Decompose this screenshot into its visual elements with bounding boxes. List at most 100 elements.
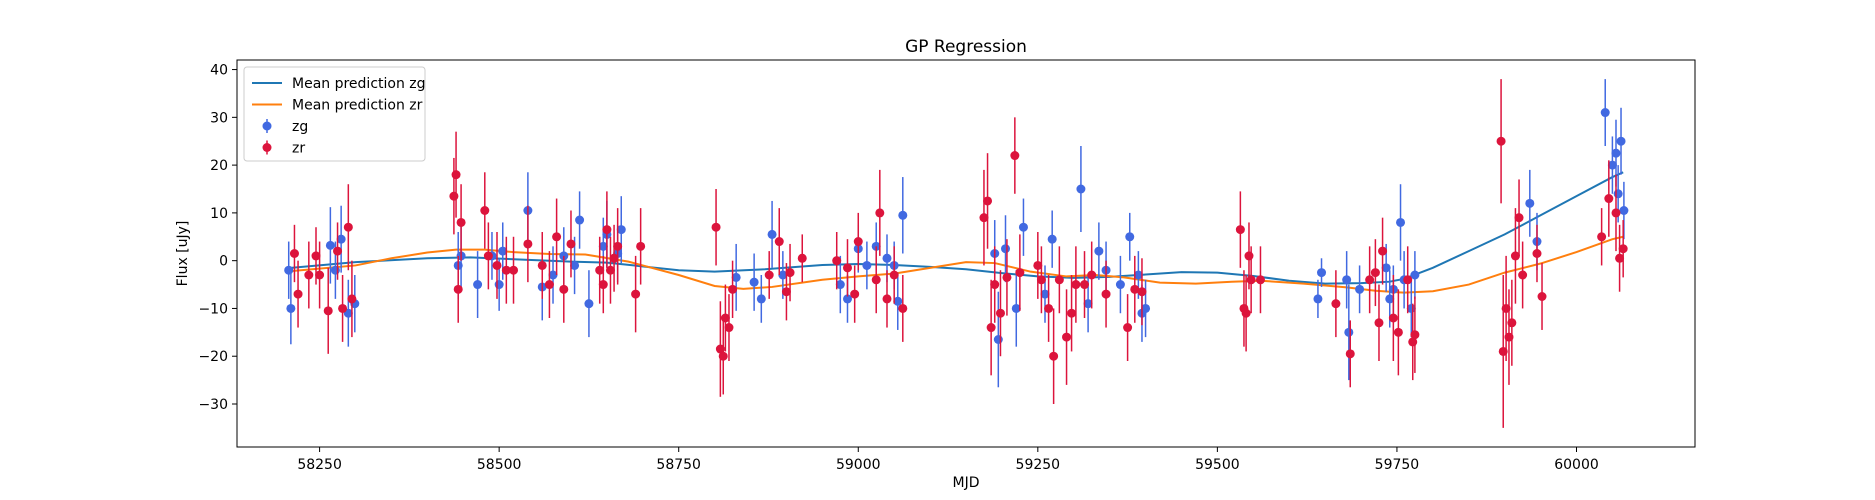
data-point-zr-33	[711, 222, 721, 232]
data-point-zg-9	[473, 280, 483, 290]
data-point-zr-96	[1507, 318, 1517, 328]
data-point-zr-28	[605, 265, 615, 275]
data-point-zr-57	[995, 308, 1005, 318]
data-point-zg-42	[1018, 222, 1028, 232]
data-point-zg-37	[898, 210, 908, 220]
data-point-zg-25	[749, 277, 759, 287]
data-point-zg-29	[835, 280, 845, 290]
data-point-zr-50	[882, 294, 892, 304]
data-point-zg-62	[1396, 217, 1406, 227]
data-point-zr-83	[1365, 275, 1375, 285]
plot-content	[284, 79, 1629, 428]
data-point-zr-42	[785, 268, 795, 278]
data-point-zg-3	[330, 265, 340, 275]
data-point-zr-62	[1036, 275, 1046, 285]
data-point-zr-1	[293, 289, 303, 299]
data-point-zr-92	[1496, 136, 1506, 146]
data-point-zg-30	[842, 294, 852, 304]
y-tick-label--20: −20	[198, 349, 228, 365]
data-point-zg-71	[1613, 189, 1623, 199]
data-point-zr-41	[781, 287, 791, 297]
data-point-zg-40	[1001, 244, 1011, 254]
data-point-zr-32	[636, 241, 646, 251]
data-point-zg-70	[1611, 148, 1621, 158]
data-point-zr-38	[728, 284, 738, 294]
chart-title: GP Regression	[905, 37, 1027, 57]
data-point-zg-19	[584, 299, 594, 309]
data-point-zr-82	[1345, 349, 1355, 359]
data-point-zr-59	[1010, 151, 1020, 161]
data-point-zg-34	[882, 253, 892, 263]
y-tick-label-30: 30	[210, 110, 228, 126]
data-point-zr-19	[523, 239, 533, 249]
data-point-zg-56	[1342, 275, 1352, 285]
data-point-zr-55	[986, 323, 996, 333]
x-axis-label: MJD	[953, 475, 980, 491]
y-axis-label: Flux [uJy]	[175, 221, 191, 287]
data-point-zg-41	[1011, 303, 1021, 313]
data-point-zg-55	[1317, 268, 1327, 278]
data-point-zg-11	[494, 280, 504, 290]
data-point-zg-64	[1406, 303, 1416, 313]
data-point-zg-24	[731, 272, 741, 282]
data-point-zr-100	[1532, 249, 1542, 258]
data-point-zr-81	[1331, 299, 1341, 309]
data-point-zg-17	[570, 260, 580, 270]
legend-label-zr: zr	[292, 141, 305, 157]
data-point-zg-69	[1607, 160, 1617, 170]
data-point-zr-37	[724, 323, 734, 333]
data-point-zr-58	[1002, 272, 1012, 282]
data-point-zr-80	[1255, 275, 1265, 285]
legend-box	[243, 66, 426, 162]
x-tick-label-59750: 59750	[1375, 457, 1420, 473]
data-point-zr-60	[1015, 268, 1025, 278]
data-point-zr-30	[613, 241, 623, 251]
data-point-zr-68	[1071, 280, 1081, 290]
data-point-zr-98	[1514, 213, 1524, 223]
data-point-zr-18	[509, 265, 519, 275]
axes-frame	[236, 59, 1696, 448]
data-point-zr-86	[1378, 246, 1388, 256]
data-point-zg-60	[1385, 294, 1395, 304]
y-tick-label-10: 10	[210, 206, 228, 222]
data-point-zg-28	[778, 270, 788, 280]
data-point-zr-7	[338, 303, 348, 313]
data-point-zr-104	[1611, 208, 1621, 218]
data-point-zr-73	[1130, 284, 1140, 294]
data-point-zr-45	[842, 263, 852, 273]
legend-label-mean-prediction-zr: Mean prediction zr	[292, 98, 423, 114]
data-point-zr-13	[456, 217, 466, 227]
data-point-zg-53	[1141, 303, 1151, 313]
data-point-zr-12	[453, 284, 463, 294]
data-point-zg-57	[1344, 327, 1354, 337]
data-point-zg-47	[1094, 246, 1104, 256]
data-point-zr-54	[983, 196, 993, 206]
data-point-zr-69	[1080, 280, 1090, 290]
data-point-zr-78	[1244, 251, 1254, 261]
data-point-zr-99	[1518, 270, 1528, 280]
data-point-zr-40	[774, 237, 784, 247]
data-point-zr-4	[315, 270, 325, 280]
data-point-zr-29	[609, 253, 619, 263]
data-point-zg-20	[598, 241, 608, 251]
data-point-zg-44	[1047, 234, 1057, 244]
x-tick-label-59500: 59500	[1195, 457, 1240, 473]
data-point-zr-101	[1537, 292, 1547, 301]
data-point-zg-72	[1616, 136, 1626, 146]
data-point-zr-66	[1062, 332, 1072, 342]
data-point-zr-61	[1033, 260, 1043, 270]
data-point-zg-18	[575, 215, 585, 225]
legend-marker-zr	[262, 143, 272, 152]
data-point-zr-16	[492, 260, 502, 270]
data-point-zg-27	[767, 229, 777, 239]
data-point-zg-43	[1040, 289, 1050, 299]
data-point-zr-22	[552, 232, 562, 242]
data-point-zr-35	[718, 351, 728, 361]
legend-marker-zg	[262, 121, 272, 131]
legend: Mean prediction zg Mean prediction zr zg zr	[243, 66, 426, 162]
y-tick-label--10: −10	[198, 301, 228, 317]
data-point-zg-50	[1125, 232, 1135, 242]
x-tick-label-59000: 59000	[836, 457, 881, 473]
data-point-zr-48	[871, 275, 881, 285]
axes: 58250 58500 58750 59000 59250 59500 59750 60000…	[198, 59, 1696, 473]
